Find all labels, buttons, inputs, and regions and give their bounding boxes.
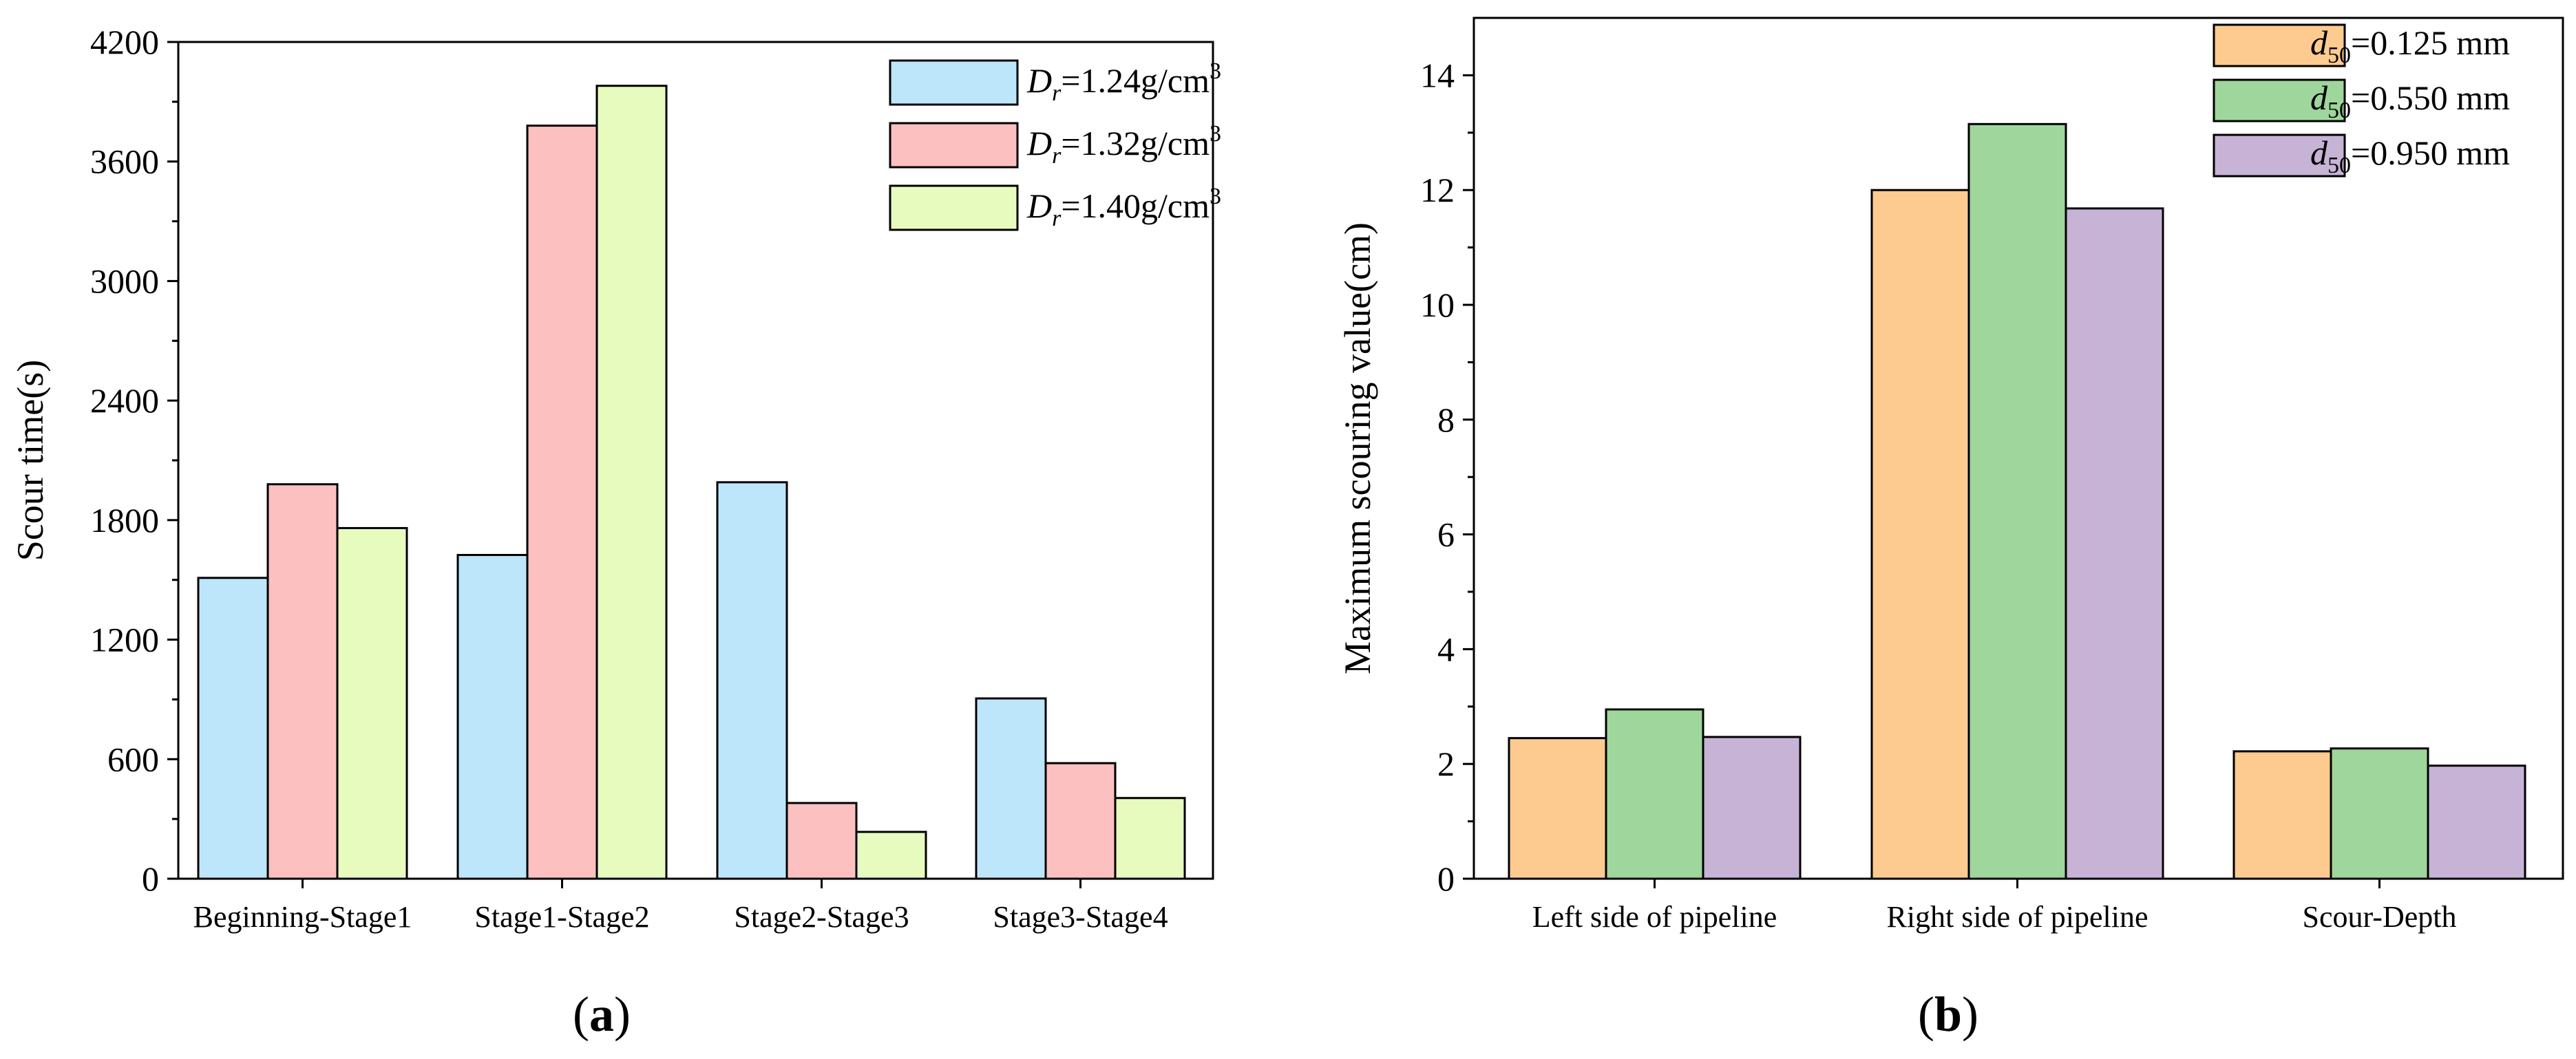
chart2-bar bbox=[2232, 750, 2332, 880]
chart1-legend-var: D bbox=[1026, 186, 1052, 225]
chart2-legend-sub: 50 bbox=[2327, 98, 2351, 123]
chart1-legend-swatch bbox=[889, 59, 1019, 106]
chart2-legend-label: d50=0.125 mm bbox=[2310, 23, 2510, 68]
chart1-bar bbox=[456, 554, 529, 880]
chart2-legend-swatch bbox=[2213, 23, 2346, 67]
chart2-y-tick-label: 12 bbox=[1420, 171, 1455, 209]
chart1-panel-label: (a) bbox=[573, 987, 631, 1042]
chart1-legend-sup: 3 bbox=[1210, 58, 1221, 84]
chart1-y-tick-label: 4200 bbox=[90, 23, 159, 61]
chart2-x-tick-label: Right side of pipeline bbox=[1886, 900, 2148, 934]
chart1-legend-label: Dr=1.32g/cm3 bbox=[1026, 121, 1221, 169]
chart1-x-tick-label: Stage2-Stage3 bbox=[734, 900, 909, 934]
chart1-bar bbox=[975, 697, 1047, 880]
chart1-legend-swatch bbox=[889, 184, 1019, 231]
chart1-y-tick-label: 3600 bbox=[90, 142, 159, 181]
chart1-y-tick-label: 600 bbox=[107, 740, 159, 778]
chart1-legend-label: Dr=1.24g/cm3 bbox=[1026, 58, 1221, 106]
chart2-bar bbox=[1967, 122, 2067, 880]
chart2-legend-label: d50=0.550 mm bbox=[2310, 78, 2510, 123]
chart2-y-tick-label: 6 bbox=[1437, 515, 1455, 554]
chart2-legend-swatch bbox=[2213, 78, 2346, 122]
chart2-y-axis-title: Maximum scouring value(cm) bbox=[1337, 222, 1378, 674]
chart1-legend-sup: 3 bbox=[1210, 121, 1221, 147]
chart1-x-tick-label: Stage1-Stage2 bbox=[474, 900, 649, 934]
chart1-legend-sup: 3 bbox=[1210, 184, 1221, 209]
chart2-bar bbox=[2427, 764, 2526, 880]
chart1-y-axis-title: Scour time(s) bbox=[10, 360, 51, 561]
chart1-legend-sub: r bbox=[1052, 143, 1062, 169]
chart1-x-tick-label: Beginning-Stage1 bbox=[193, 900, 412, 934]
chart2-y-tick-label: 8 bbox=[1437, 400, 1455, 439]
chart2-plot: 0 2 4 6 8 10 12 14 Left side of pipeline Right si… bbox=[1337, 17, 2564, 1042]
chart2-bar bbox=[2065, 207, 2164, 880]
chart1-legend-sub: r bbox=[1052, 81, 1062, 106]
chart2-bar bbox=[1605, 708, 1704, 880]
chart2-y-tick-label: 0 bbox=[1437, 859, 1455, 898]
chart1-x-tick-label: Stage3-Stage4 bbox=[993, 900, 1168, 934]
chart2-legend-swatch bbox=[2213, 133, 2346, 178]
chart1-y-tick-label: 2400 bbox=[90, 381, 159, 420]
chart1-panel-label-close: ) bbox=[614, 987, 631, 1042]
chart2-legend-sub: 50 bbox=[2327, 43, 2351, 68]
chart2-panel-label-letter: b bbox=[1934, 987, 1962, 1042]
chart1-bar bbox=[785, 802, 858, 880]
chart1-y-tick-label: 3000 bbox=[90, 261, 159, 300]
chart1-legend-value: =1.24g/cm bbox=[1061, 61, 1210, 100]
chart1-legend-sub: r bbox=[1052, 206, 1062, 231]
chart1-bar bbox=[336, 526, 408, 880]
chart1-bar bbox=[526, 125, 598, 880]
chart1-legend-var: D bbox=[1026, 124, 1052, 162]
chart2-panel-label-open: ( bbox=[1918, 987, 1934, 1042]
chart2-bar bbox=[1870, 189, 1970, 880]
chart2-panel-label-close: ) bbox=[1962, 987, 1978, 1042]
chart1-panel-label-letter: a bbox=[589, 987, 614, 1042]
chart1-y-tick-label: 0 bbox=[142, 859, 159, 898]
chart2-y-tick-label: 14 bbox=[1420, 56, 1455, 94]
chart2-legend-sub: 50 bbox=[2327, 153, 2351, 178]
chart2-y-tick-label: 10 bbox=[1420, 286, 1455, 324]
chart2-bar bbox=[1508, 737, 1607, 880]
chart1-legend-var: D bbox=[1026, 61, 1052, 100]
chart1-plot: 0 600 1200 1800 2400 3000 3600 4200 Beginning-St… bbox=[10, 23, 1221, 1042]
chart1-legend-swatch bbox=[889, 122, 1019, 169]
chart2-legend-value: =0.125 mm bbox=[2351, 23, 2510, 62]
chart1-bar bbox=[595, 85, 668, 880]
chart2-panel-label: (b) bbox=[1918, 987, 1978, 1042]
chart2-legend-label: d50=0.950 mm bbox=[2310, 133, 2510, 178]
chart2-y-tick-label: 2 bbox=[1437, 745, 1455, 783]
chart2-legend-value: =0.950 mm bbox=[2351, 133, 2510, 172]
chart2-x-tick-label: Left side of pipeline bbox=[1532, 900, 1777, 934]
chart1-bar bbox=[855, 831, 927, 880]
chart1-bar bbox=[197, 577, 269, 880]
chart2-x-tick-label: Scour-Depth bbox=[2303, 900, 2457, 934]
chart1-bar bbox=[266, 483, 339, 880]
chart1-bar bbox=[1044, 762, 1117, 880]
chart2-legend-value: =0.550 mm bbox=[2351, 78, 2510, 117]
chart2-bar bbox=[1702, 736, 1802, 880]
chart1-bar bbox=[1114, 797, 1186, 880]
chart2-bar bbox=[2330, 747, 2429, 880]
chart1-y-tick-label: 1200 bbox=[90, 621, 159, 659]
chart1-legend-value: =1.32g/cm bbox=[1061, 124, 1210, 162]
chart1-y-tick-label: 1800 bbox=[90, 501, 159, 539]
chart1-panel-label-open: ( bbox=[573, 987, 589, 1042]
chart2-legend-var: d bbox=[2310, 78, 2328, 117]
chart1-legend-label: Dr=1.40g/cm3 bbox=[1026, 184, 1221, 231]
chart2-legend-var: d bbox=[2310, 23, 2328, 62]
chart1-bar bbox=[716, 481, 788, 880]
chart2-legend-var: d bbox=[2310, 133, 2328, 172]
chart1-legend-value: =1.40g/cm bbox=[1061, 186, 1210, 225]
chart2-y-tick-label: 4 bbox=[1437, 630, 1455, 668]
